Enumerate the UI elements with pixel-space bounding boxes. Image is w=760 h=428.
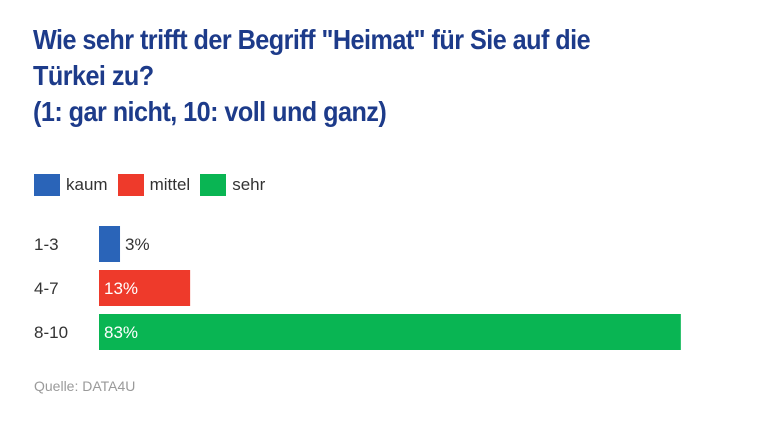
bar-8-10	[99, 314, 681, 350]
value-label-8-10: 83%	[104, 323, 138, 342]
value-label-4-7: 13%	[104, 279, 138, 298]
legend-item-sehr: sehr	[200, 174, 265, 196]
bar-1-3	[99, 226, 121, 262]
value-label-1-3: 3%	[125, 235, 150, 254]
legend-label-kaum: kaum	[66, 175, 108, 194]
bar-4-7	[99, 270, 191, 306]
category-label-8-10: 8-10	[34, 323, 68, 342]
legend-item-mittel: mittel	[117, 174, 191, 196]
category-label-4-7: 4-7	[34, 279, 59, 298]
legend-label-sehr: sehr	[232, 175, 266, 194]
legend-item-kaum: kaum	[34, 174, 108, 196]
chart-title-line-2: Türkei zu?	[33, 60, 154, 91]
chart-title: Wie sehr trifft der Begriff "Heimat" für…	[33, 22, 663, 130]
chart-legend: kaum mittel sehr	[34, 174, 275, 196]
source-note: Quelle: DATA4U	[34, 378, 136, 394]
chart-title-line-1: Wie sehr trifft der Begriff "Heimat" für…	[33, 24, 591, 55]
legend-swatch-sehr	[200, 174, 227, 196]
chart-title-line-3: (1: gar nicht, 10: voll und ganz)	[33, 96, 387, 127]
legend-swatch-kaum	[34, 174, 60, 196]
legend-swatch-mittel	[117, 174, 144, 196]
legend-label-mittel: mittel	[149, 175, 191, 194]
category-label-1-3: 1-3	[34, 235, 59, 254]
